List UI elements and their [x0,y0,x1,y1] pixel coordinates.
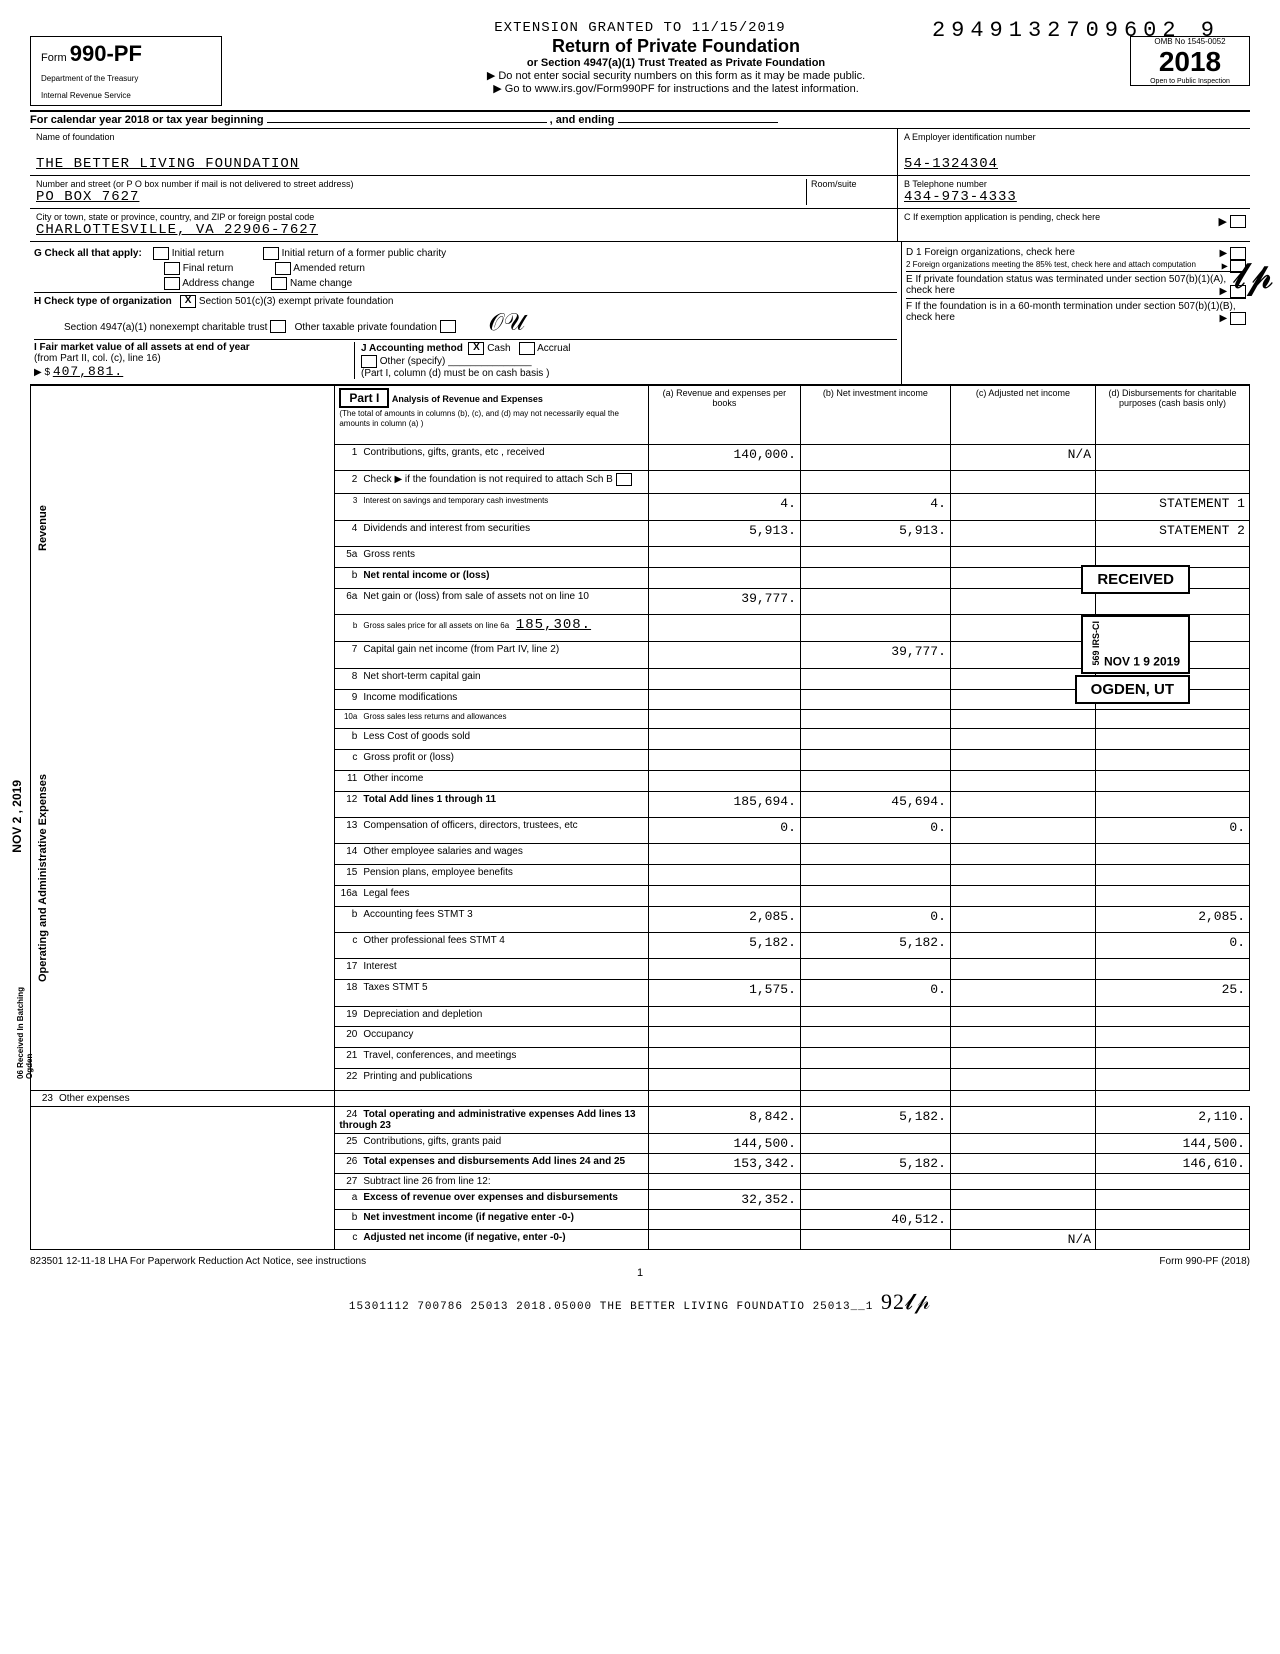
accrual-checkbox[interactable] [519,342,535,355]
part1-table: Revenue Operating and Administrative Exp… [30,385,1250,1250]
address: PO BOX 7627 [36,189,806,205]
year-box: OMB No 1545-0052 2018 Open to Public Ins… [1130,36,1250,86]
501c3-checkbox[interactable] [180,295,196,308]
c-checkbox[interactable] [1230,215,1246,228]
received-stamp: RECEIVED [1081,565,1190,594]
c-label: C If exemption application is pending, c… [904,212,1244,222]
other-method-checkbox[interactable] [361,355,377,368]
barcode: 2949132709602 9 [932,18,1220,43]
revenue-side-label: Revenue [35,388,51,668]
page-number: 1 [30,1267,1250,1279]
city-value: CHARLOTTESVILLE, VA 22906-7627 [36,222,891,238]
part1-label: Part I [339,388,389,408]
col-c-header: (c) Adjusted net income [950,385,1095,444]
side-received-label: 06 Received In Batching Ogden [16,979,34,1079]
form-number: 990-PF [70,41,142,66]
f-checkbox[interactable] [1230,312,1246,325]
tax-year: 2018 [1130,46,1250,78]
handwritten-initials: 𝓵𝓹 [1233,255,1274,298]
schb-checkbox[interactable] [616,473,632,486]
dept-irs: Internal Revenue Service [41,92,211,101]
form-box: Form 990-PF Department of the Treasury I… [30,36,222,106]
calendar-year-line: For calendar year 2018 or tax year begin… [30,112,1250,129]
form-note2: ▶ Go to www.irs.gov/Form990PF for instru… [222,82,1130,95]
foundation-name: THE BETTER LIVING FOUNDATION [36,156,891,172]
form-label: Form [41,52,67,64]
dept-treasury: Department of the Treasury [41,75,211,84]
final-return-checkbox[interactable] [164,262,180,275]
phone-label: B Telephone number [904,179,1244,189]
expenses-side-label: Operating and Administrative Expenses [35,668,51,1088]
open-inspection: Open to Public Inspection [1130,78,1250,86]
col-d-header: (d) Disbursements for charitable purpose… [1096,385,1250,444]
amended-checkbox[interactable] [275,262,291,275]
name-change-checkbox[interactable] [271,277,287,290]
address-change-checkbox[interactable] [164,277,180,290]
col-a-header: (a) Revenue and expenses per books [648,385,800,444]
form-header: Form 990-PF Department of the Treasury I… [30,36,1250,112]
bottom-line: 15301112 700786 25013 2018.05000 THE BET… [30,1289,1250,1315]
title-block: Return of Private Foundation or Section … [222,36,1130,95]
ogden-stamp: OGDEN, UT [1075,675,1190,704]
ein-label: A Employer identification number [904,132,1244,142]
col-b-header: (b) Net investment income [800,385,950,444]
4947-checkbox[interactable] [270,320,286,333]
footer-left: 823501 12-11-18 LHA For Paperwork Reduct… [30,1256,366,1267]
other-taxable-checkbox[interactable] [440,320,456,333]
received-date-stamp: 569 IRS-CI NOV 1 9 2019 [1081,615,1190,675]
side-received-date: NOV 2 , 2019 [10,780,24,853]
fmv-value: 407,881. [53,364,123,379]
initial-former-checkbox[interactable] [263,247,279,260]
ein-value: 54-1324304 [904,156,1244,172]
line-23: 23Other expenses [31,1090,1250,1106]
name-label: Name of foundation [36,132,891,142]
form-note1: ▶ Do not enter social security numbers o… [222,69,1130,82]
form-subtitle: or Section 4947(a)(1) Trust Treated as P… [222,57,1130,69]
addr-label: Number and street (or P O box number if … [36,179,806,189]
phone-value: 434-973-4333 [904,189,1244,205]
city-label: City or town, state or province, country… [36,212,891,222]
initial-return-checkbox[interactable] [153,247,169,260]
room-label: Room/suite [806,179,891,205]
footer-right: Form 990-PF (2018) [1159,1256,1250,1267]
cash-checkbox[interactable] [468,342,484,355]
